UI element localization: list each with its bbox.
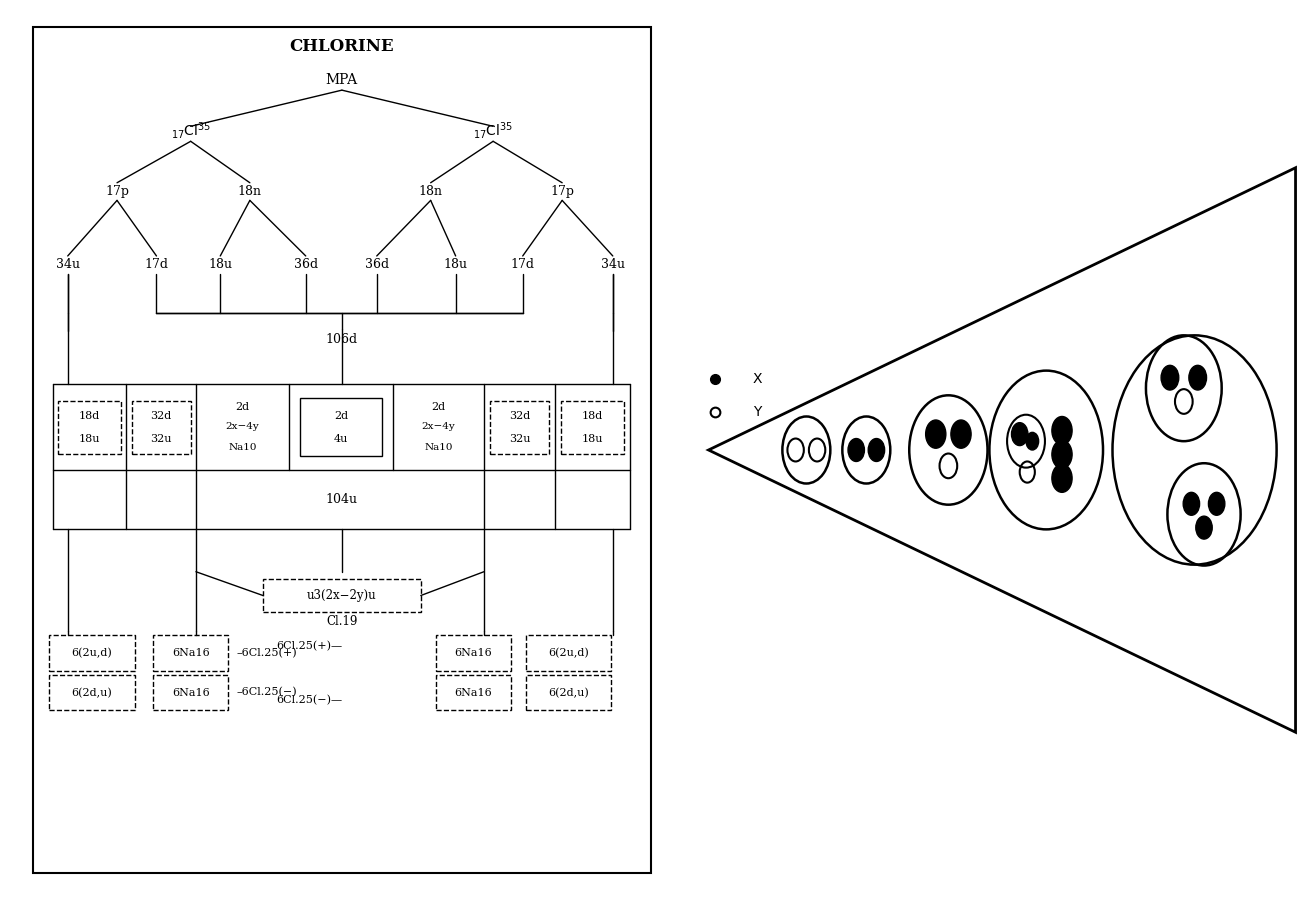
Circle shape [1011, 423, 1028, 446]
Bar [49, 675, 134, 710]
Text: Na10: Na10 [229, 443, 256, 452]
Circle shape [1195, 517, 1212, 539]
Text: Cl.19: Cl.19 [326, 616, 358, 628]
Text: 18u: 18u [79, 434, 100, 444]
Bar [435, 635, 512, 670]
Text: 6Na16: 6Na16 [455, 648, 492, 658]
Text: CHLORINE: CHLORINE [289, 38, 394, 55]
Text: 6Cl.25(−)—: 6Cl.25(−)— [276, 695, 342, 705]
Text: 2d: 2d [235, 401, 250, 412]
Text: 6Cl.25(+)—: 6Cl.25(+)— [276, 641, 342, 651]
Text: 34u: 34u [601, 258, 625, 271]
Text: 18u: 18u [443, 258, 468, 271]
Text: $_{17}$Cl$^{35}$: $_{17}$Cl$^{35}$ [171, 121, 210, 141]
Text: 104u: 104u [326, 493, 358, 507]
Bar [435, 675, 512, 710]
Text: 6(2d,u): 6(2d,u) [548, 688, 589, 698]
Text: 32d: 32d [150, 410, 172, 420]
Text: 18u: 18u [581, 434, 604, 444]
Circle shape [1052, 417, 1072, 445]
Text: 6Na16: 6Na16 [172, 648, 209, 658]
Text: MPA: MPA [326, 73, 358, 86]
Circle shape [1052, 464, 1072, 492]
Circle shape [1184, 492, 1199, 516]
Bar [132, 400, 191, 454]
Text: Y: Y [752, 405, 761, 419]
Text: 6(2u,d): 6(2u,d) [72, 648, 112, 658]
Text: 36d: 36d [364, 258, 389, 271]
Circle shape [1052, 440, 1072, 469]
Text: 4u: 4u [334, 434, 348, 444]
Text: 18d: 18d [79, 410, 100, 420]
Circle shape [951, 420, 970, 448]
Text: 2x−4y: 2x−4y [422, 422, 455, 431]
Text: 18n: 18n [418, 185, 443, 198]
Text: 106d: 106d [326, 333, 358, 346]
Text: 18d: 18d [581, 410, 604, 420]
Bar [153, 635, 229, 670]
Circle shape [1026, 432, 1039, 450]
Text: u3(2x−2y)u: u3(2x−2y)u [308, 589, 376, 602]
Circle shape [1208, 492, 1224, 516]
Text: 34u: 34u [55, 258, 80, 271]
Bar [560, 400, 623, 454]
Bar [526, 675, 611, 710]
Text: 32u: 32u [509, 434, 530, 444]
Text: 6Na16: 6Na16 [172, 688, 209, 698]
Circle shape [868, 438, 885, 462]
Circle shape [1161, 365, 1178, 390]
Circle shape [926, 420, 945, 448]
Bar [300, 399, 383, 455]
Text: $_{17}$Cl$^{35}$: $_{17}$Cl$^{35}$ [473, 121, 513, 141]
Text: 18u: 18u [208, 258, 233, 271]
Bar [526, 635, 611, 670]
Bar [153, 675, 229, 710]
Text: 36d: 36d [293, 258, 318, 271]
Text: 32u: 32u [150, 434, 172, 444]
Text: 18n: 18n [238, 185, 262, 198]
Text: 6(2d,u): 6(2d,u) [72, 688, 112, 698]
Text: Na10: Na10 [425, 443, 452, 452]
Text: 17d: 17d [145, 258, 168, 271]
Text: 2d: 2d [431, 401, 446, 412]
Text: –6Cl.25(+): –6Cl.25(+) [237, 648, 297, 658]
Text: –6Cl.25(−): –6Cl.25(−) [237, 688, 297, 698]
Text: 17p: 17p [105, 185, 129, 198]
Text: X: X [752, 373, 763, 386]
Bar [58, 400, 121, 454]
Text: 2x−4y: 2x−4y [226, 422, 259, 431]
Text: 6Na16: 6Na16 [455, 688, 492, 698]
Bar [49, 635, 134, 670]
Text: 6(2u,d): 6(2u,d) [548, 648, 589, 658]
Bar [263, 579, 421, 612]
Circle shape [848, 438, 864, 462]
Circle shape [1189, 365, 1207, 390]
Text: 2d: 2d [334, 410, 348, 420]
Bar [489, 400, 548, 454]
Text: 17d: 17d [510, 258, 535, 271]
Text: 32d: 32d [509, 410, 530, 420]
Text: 17p: 17p [550, 185, 575, 198]
